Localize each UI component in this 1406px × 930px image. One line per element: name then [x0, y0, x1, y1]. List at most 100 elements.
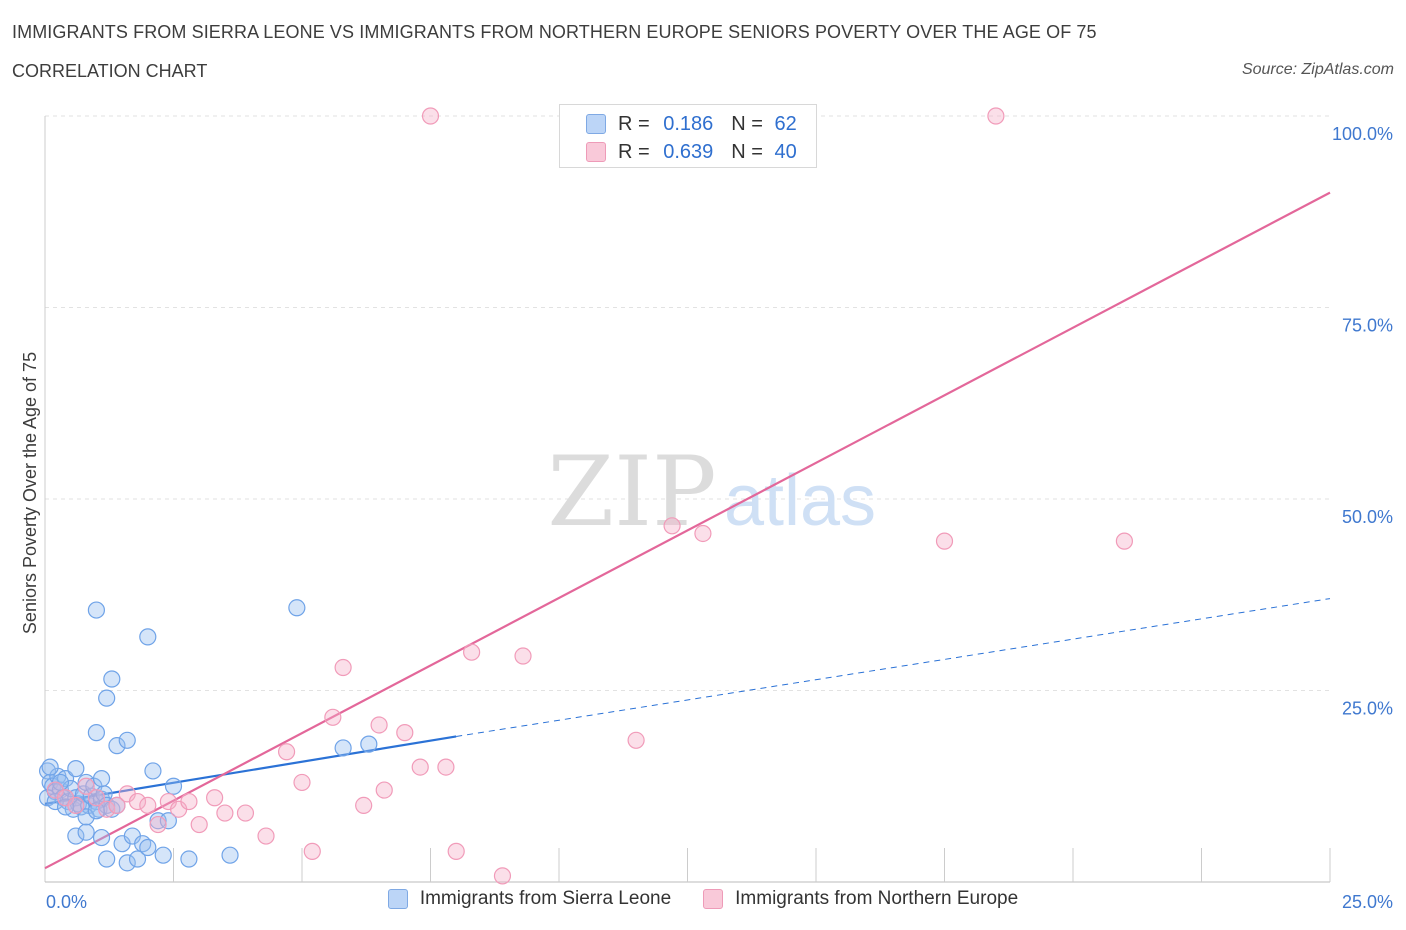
correlation-legend: R = 0.186 N = 62 R = 0.639 N = 40	[559, 104, 817, 168]
data-point	[41, 758, 59, 776]
x-tick-label: 25.0%	[1342, 892, 1393, 912]
chart-title: IMMIGRANTS FROM SIERRA LEONE VS IMMIGRAN…	[12, 22, 1097, 42]
n-label: N =	[731, 112, 763, 135]
data-point	[108, 737, 126, 755]
data-point	[221, 846, 239, 864]
y-tick-label: 50.0%	[1342, 507, 1393, 527]
legend-row-sierra-leone: R = 0.186 N = 62	[586, 110, 797, 138]
data-point	[128, 850, 147, 868]
data-point	[103, 670, 121, 688]
data-point	[180, 792, 198, 811]
series-northern-europe	[46, 107, 1134, 885]
series-legend: Immigrants from Sierra Leone Immigrants …	[0, 888, 1406, 910]
data-point	[164, 777, 183, 795]
data-point	[447, 842, 465, 860]
data-point	[139, 838, 157, 857]
data-point	[360, 735, 378, 753]
y-tick-label: 100.0%	[1332, 124, 1393, 144]
data-point	[67, 760, 85, 778]
legend-item-northern-europe: Immigrants from Northern Europe	[703, 888, 1018, 910]
trend-line-sierra-leone-extension	[456, 598, 1331, 737]
legend-swatch-blue	[387, 889, 408, 909]
legend-item-sierra-leone: Immigrants from Sierra Leone	[387, 888, 672, 910]
data-point	[514, 647, 532, 665]
data-point	[216, 804, 234, 822]
data-point	[98, 800, 116, 818]
watermark-zip: ZIP	[547, 436, 716, 548]
data-point	[77, 777, 95, 795]
data-point	[67, 827, 85, 845]
source-credit: Source: ZipAtlas.com	[1241, 61, 1394, 78]
data-point	[118, 854, 136, 872]
data-point	[437, 758, 455, 776]
data-point	[355, 796, 373, 815]
data-point	[694, 524, 712, 543]
data-point	[493, 867, 512, 885]
data-point	[87, 789, 106, 807]
y-tick-label: 75.0%	[1342, 316, 1393, 336]
data-point	[303, 842, 321, 860]
data-point	[154, 846, 172, 864]
data-point	[288, 599, 306, 617]
trend-line-northern-europe	[44, 191, 1331, 870]
data-point	[277, 743, 296, 761]
watermark-atlas: atlas	[724, 461, 876, 541]
data-point	[87, 724, 106, 742]
data-point	[67, 796, 85, 815]
tick-labels: 25.0% 50.0% 75.0% 100.0% 0.0% 25.0%	[46, 124, 1393, 912]
data-point	[1115, 532, 1134, 550]
data-point	[334, 658, 352, 677]
r-label: R =	[618, 140, 650, 163]
data-point	[149, 815, 167, 834]
legend-row-northern-europe: R = 0.639 N = 40	[586, 138, 797, 166]
data-point	[180, 850, 198, 868]
n-value: 62	[774, 112, 797, 135]
chart-subtitle: CORRELATION CHART	[12, 61, 208, 81]
data-point	[128, 792, 147, 811]
data-point	[334, 739, 352, 757]
r-value: 0.639	[663, 140, 714, 163]
data-point	[375, 781, 393, 799]
data-point	[92, 828, 111, 847]
r-label: R =	[618, 112, 650, 135]
data-point	[293, 773, 311, 792]
data-points	[38, 107, 1134, 885]
gridlines	[45, 115, 1330, 691]
legend-label-sierra-leone: Immigrants from Sierra Leone	[419, 888, 672, 909]
data-point	[144, 762, 162, 780]
data-point	[411, 758, 429, 776]
data-point	[98, 689, 116, 707]
r-value: 0.186	[663, 112, 714, 135]
trend-lines	[44, 191, 1331, 870]
data-point	[190, 815, 208, 834]
data-point	[206, 789, 224, 807]
data-point	[421, 107, 440, 125]
data-point	[118, 731, 136, 749]
data-point	[87, 601, 106, 619]
data-point	[324, 708, 342, 726]
data-point	[108, 796, 126, 815]
data-point	[139, 628, 157, 646]
data-point	[663, 517, 681, 535]
data-point	[77, 823, 95, 841]
data-point	[98, 850, 116, 868]
y-axis-label: Seniors Poverty Over the Age of 75	[20, 352, 40, 634]
data-point	[257, 827, 275, 845]
y-tick-label: 25.0%	[1342, 699, 1393, 719]
data-point	[92, 769, 111, 788]
data-point	[396, 724, 414, 742]
x-tick-label: 0.0%	[46, 892, 87, 912]
data-point	[139, 796, 157, 815]
data-point	[627, 731, 645, 749]
series-sierra-leone	[38, 599, 378, 872]
data-point	[935, 532, 954, 550]
legend-label-northern-europe: Immigrants from Northern Europe	[735, 888, 1019, 909]
data-point	[987, 107, 1005, 125]
data-point	[236, 804, 255, 822]
axes	[44, 116, 1331, 883]
n-value: 40	[774, 140, 797, 163]
data-point	[159, 812, 177, 830]
data-point	[77, 808, 95, 826]
data-point	[370, 716, 388, 734]
